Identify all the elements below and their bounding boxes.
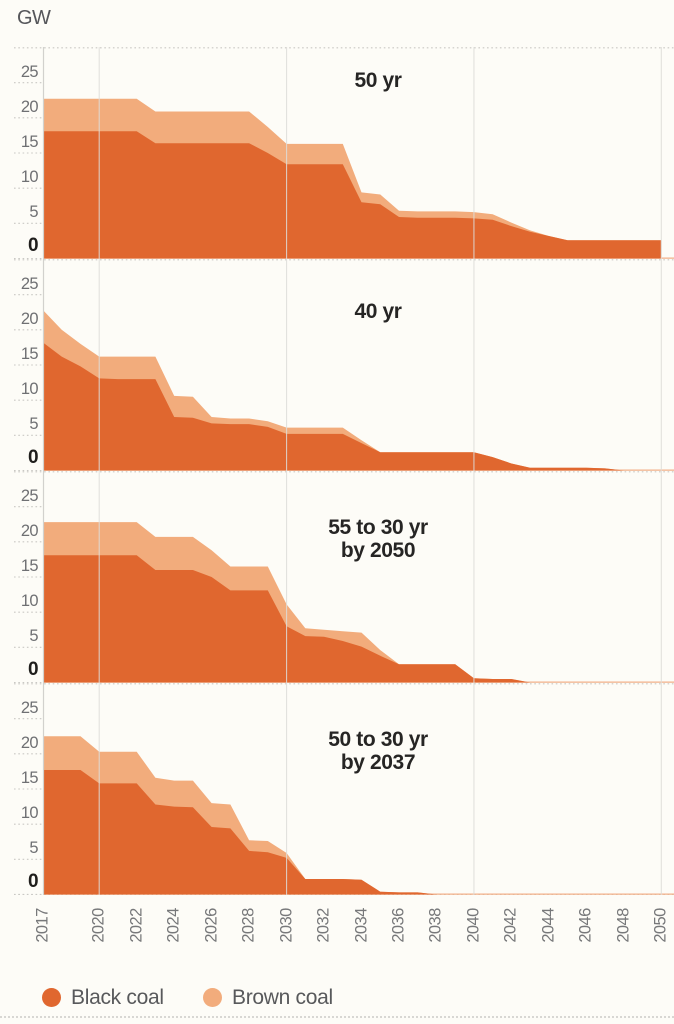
y-tick-label-25: 25: [20, 486, 39, 505]
area-chart-50yr: [14, 47, 674, 259]
x-tick-label-2050: 2050: [651, 908, 670, 943]
y-tick-label-5: 5: [29, 839, 38, 858]
area-chart-50-to-30yr: [14, 683, 674, 895]
x-tick-label-2026: 2026: [202, 908, 221, 943]
x-tick-label-2030: 2030: [277, 908, 296, 943]
x-tick-label-2020: 2020: [89, 908, 108, 943]
scenario-title-55-to-30yr: 55 to 30 yr by 2050: [249, 516, 507, 562]
legend: Black coal Brown coal: [0, 983, 674, 1015]
legend-dot-brown-coal-icon: [203, 988, 222, 1007]
scenario-title-line2: by 2050: [340, 539, 416, 562]
x-tick-label-2042: 2042: [501, 908, 520, 943]
y-tick-label-0: 0: [28, 870, 39, 892]
x-tick-label-2038: 2038: [426, 908, 445, 943]
y-tick-label-20: 20: [20, 521, 39, 540]
x-tick-label-2032: 2032: [314, 908, 333, 943]
legend-label-black-coal: Black coal: [71, 986, 164, 1009]
legend-dot-black-coal-icon: [42, 988, 61, 1007]
x-tick-label-2028: 2028: [239, 908, 258, 943]
y-tick-label-5: 5: [29, 203, 38, 222]
y-tick-label-5: 5: [29, 627, 38, 646]
chart-panel-50-to-30yr: 50 to 30 yr by 2037 25 20 15 10 5 0: [0, 683, 674, 895]
x-tick-label-2048: 2048: [614, 908, 633, 943]
x-tick-label-2046: 2046: [576, 908, 595, 943]
y-tick-label-20: 20: [20, 733, 39, 752]
area-chart-55-to-30yr: [14, 471, 674, 683]
scenario-title-50-to-30yr: 50 to 30 yr by 2037: [249, 728, 507, 774]
y-tick-label-20: 20: [20, 309, 39, 328]
scenario-title-line: 55 to 30 yr: [328, 516, 428, 539]
chart-panel-50yr: 50 yr 25 20 15 10 5 0: [0, 47, 674, 259]
scenario-title-line: 40 yr: [354, 300, 402, 323]
chart-panel-40yr: 40 yr 25 20 15 10 5 0: [0, 259, 674, 471]
black-coal-area: [43, 131, 662, 259]
y-tick-label-25: 25: [20, 274, 39, 293]
y-tick-label-10: 10: [20, 380, 39, 399]
y-tick-label-25: 25: [20, 698, 39, 717]
x-tick-label-2022: 2022: [127, 908, 146, 943]
legend-label-brown-coal: Brown coal: [232, 986, 333, 1009]
x-tick-label-2044: 2044: [539, 908, 558, 943]
black-coal-area: [43, 770, 662, 895]
bottom-dotted-rule: [0, 1016, 674, 1018]
x-tick-label-2034: 2034: [352, 908, 371, 943]
black-coal-area: [43, 555, 662, 683]
y-tick-label-20: 20: [20, 97, 39, 116]
black-coal-area: [43, 342, 662, 471]
scenario-title-line2: by 2037: [340, 751, 416, 774]
y-tick-label-5: 5: [29, 415, 38, 434]
scenario-title-40yr: 40 yr: [249, 300, 507, 323]
y-tick-label-25: 25: [20, 62, 39, 81]
scenario-title-50yr: 50 yr: [249, 69, 507, 92]
scenario-title-line: 50 to 30 yr: [328, 728, 428, 751]
y-tick-label-10: 10: [20, 804, 39, 823]
y-tick-label-0: 0: [28, 446, 39, 468]
y-tick-label-15: 15: [20, 769, 39, 787]
y-tick-label-15: 15: [20, 345, 39, 363]
chart-panel-55-to-30yr: 55 to 30 yr by 2050 25 20 15 10 5 0: [0, 471, 674, 683]
y-tick-label-15: 15: [20, 557, 39, 575]
y-tick-label-10: 10: [20, 592, 39, 611]
x-tick-label-2017: 2017: [33, 908, 52, 943]
y-tick-label-15: 15: [20, 133, 39, 151]
scenario-title-line: 50 yr: [354, 69, 402, 92]
y-tick-label-0: 0: [28, 658, 39, 680]
x-tick-label-2036: 2036: [389, 908, 408, 943]
x-tick-label-2024: 2024: [164, 908, 183, 943]
area-chart-40yr: [14, 259, 674, 471]
x-tick-label-2040: 2040: [464, 908, 483, 943]
y-tick-label-0: 0: [28, 234, 39, 256]
y-axis-unit-label: GW: [17, 7, 51, 29]
y-tick-label-10: 10: [20, 168, 39, 187]
